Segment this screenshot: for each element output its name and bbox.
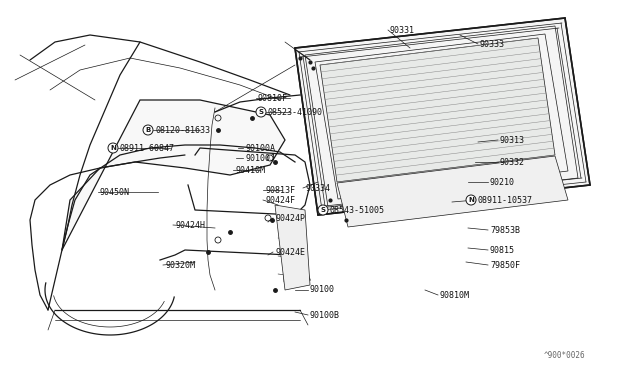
Text: 90813F: 90813F [265,186,295,195]
Text: 90424H: 90424H [175,221,205,230]
Text: 90331: 90331 [390,26,415,35]
Circle shape [256,107,266,117]
Text: 08911-10537: 08911-10537 [478,196,533,205]
Text: 90100J: 90100J [245,154,275,163]
Text: 90100: 90100 [310,285,335,295]
Text: 90810M: 90810M [440,291,470,299]
Text: 90334: 90334 [305,183,330,192]
Text: 08523-41090: 08523-41090 [268,108,323,116]
Text: N: N [110,145,116,151]
Text: 90410M: 90410M [235,166,265,174]
Text: 08911-60847: 08911-60847 [120,144,175,153]
Text: 90815: 90815 [490,246,515,254]
Text: 90313: 90313 [500,135,525,144]
Text: 90332: 90332 [500,157,525,167]
Text: ^900*0026: ^900*0026 [543,351,585,360]
Text: 08543-51005: 08543-51005 [330,205,385,215]
Text: 79850F: 79850F [490,260,520,269]
Polygon shape [275,205,310,290]
Text: 90424P: 90424P [275,214,305,222]
Text: 90320M: 90320M [165,260,195,269]
Text: 90333: 90333 [480,39,505,48]
Text: 79853B: 79853B [490,225,520,234]
Circle shape [466,195,476,205]
Text: 90810F: 90810F [258,93,288,103]
Text: N: N [468,197,474,203]
Circle shape [143,125,153,135]
Circle shape [318,205,328,215]
Text: 90424E: 90424E [275,247,305,257]
Text: 90210: 90210 [490,177,515,186]
Text: S: S [259,109,264,115]
Circle shape [108,143,118,153]
Polygon shape [337,156,568,227]
Text: B: B [145,127,150,133]
Text: 90424F: 90424F [265,196,295,205]
Polygon shape [62,100,285,250]
Polygon shape [320,38,555,182]
Text: 90450N: 90450N [100,187,130,196]
Text: S: S [321,207,326,213]
Text: 90100B: 90100B [310,311,340,320]
Polygon shape [295,18,590,215]
Text: 08120-81633: 08120-81633 [155,125,210,135]
Text: 90100A: 90100A [245,144,275,153]
